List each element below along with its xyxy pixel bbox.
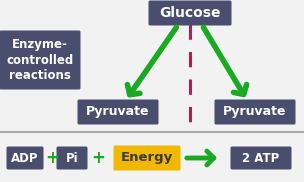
Text: Enzyme-
controlled
reactions: Enzyme- controlled reactions xyxy=(6,38,74,82)
FancyBboxPatch shape xyxy=(215,100,295,124)
Text: 2 ATP: 2 ATP xyxy=(242,151,280,165)
Text: ADP: ADP xyxy=(11,151,39,165)
FancyBboxPatch shape xyxy=(78,100,158,124)
Text: Glucose: Glucose xyxy=(159,6,221,20)
Text: Pyruvate: Pyruvate xyxy=(223,106,287,118)
FancyBboxPatch shape xyxy=(57,147,88,169)
FancyBboxPatch shape xyxy=(113,145,181,171)
Text: +: + xyxy=(91,149,105,167)
Text: Pi: Pi xyxy=(66,151,78,165)
FancyBboxPatch shape xyxy=(230,147,292,169)
Text: Energy: Energy xyxy=(121,151,173,165)
FancyBboxPatch shape xyxy=(0,31,81,90)
Text: +: + xyxy=(45,149,59,167)
Text: Pyruvate: Pyruvate xyxy=(86,106,150,118)
FancyBboxPatch shape xyxy=(148,1,232,25)
FancyBboxPatch shape xyxy=(6,147,43,169)
